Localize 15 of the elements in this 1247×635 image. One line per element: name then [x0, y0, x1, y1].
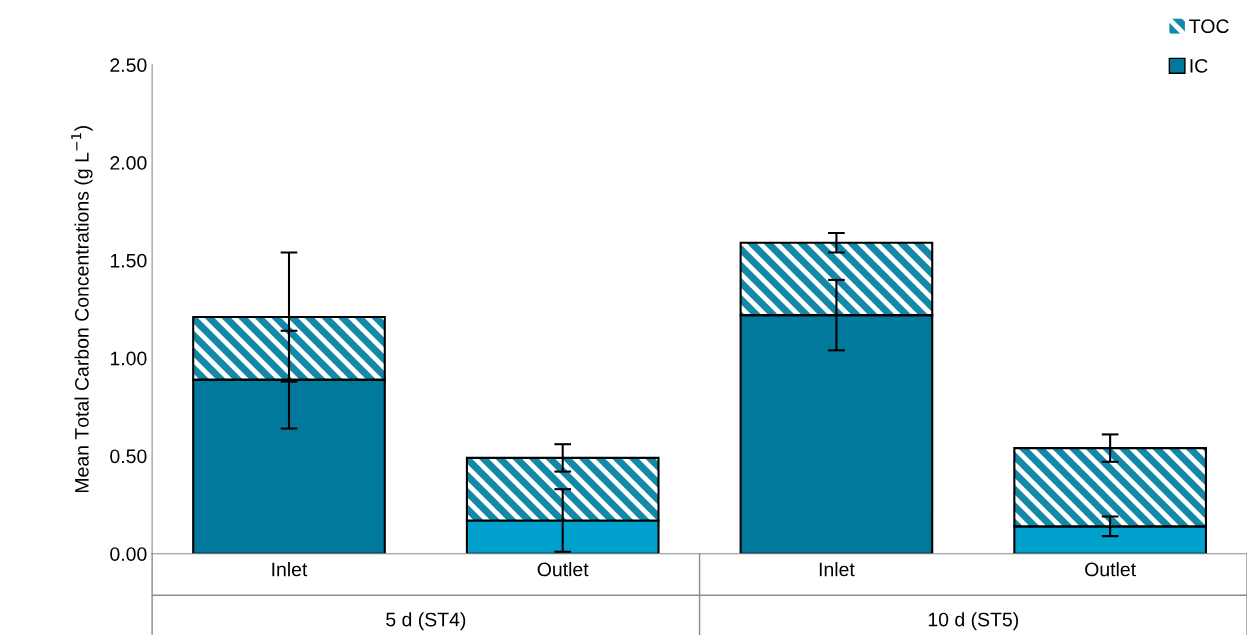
text: 5 d (ST4)	[386, 612, 466, 631]
text: 10 d (ST5)	[928, 612, 1019, 631]
x-tick-label: Inlet	[819, 562, 855, 577]
y-tick-label: 2.50	[110, 58, 147, 73]
y-tick-label: 1.50	[110, 253, 147, 268]
y-tick-label: 2.00	[110, 156, 147, 170]
y-tick-label: 0.00	[110, 547, 147, 561]
y-tick-label: 1.00	[110, 351, 147, 366]
x-tick-label: Outlet	[537, 562, 589, 577]
y-axis-title: Mean Total Carbon Concentrations (g L$^{−1}$)	[71, 126, 93, 493]
legend-label: IC	[1190, 58, 1208, 73]
x-tick-label: Outlet	[1085, 562, 1136, 577]
x-tick-label: Inlet	[272, 562, 308, 577]
legend-label: TOC	[1189, 19, 1229, 34]
y-tick-label: 0.50	[110, 449, 147, 464]
